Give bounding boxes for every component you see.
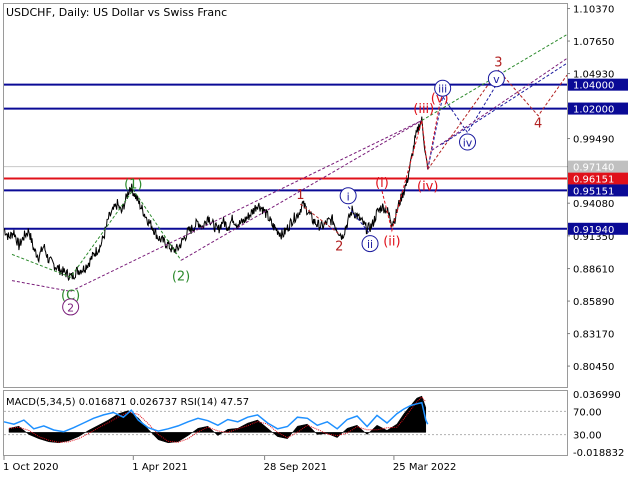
price-series [3,116,429,282]
level-tag-2: 0.96151 [573,174,614,185]
wave-label-ring-14 [459,133,477,151]
time-tick-label-1: 1 Apr 2021 [132,462,187,473]
time-tick-label-2: 28 Sep 2021 [264,462,327,473]
wave-label-ring-15 [487,70,505,88]
price-pane-frame [3,3,568,388]
price-line [3,116,429,282]
price-tick-label-9: 0.85890 [573,297,614,308]
price-tick-label-11: 0.80450 [573,362,614,373]
wave-label-2: (C) [61,288,80,303]
macd-signal-line [8,396,427,443]
level-tag-0: 1.04000 [573,81,614,92]
wave-label-11: (iv) [417,180,438,195]
chart-title: USDCHF, Daily: US Dollar vs Swiss Franc [6,6,227,19]
level-tag-bg-3 [568,184,628,197]
indicator-tick-label-3: -0.018832 [573,448,624,459]
wave-label-9: (ii) [383,235,400,250]
indicator-label: MACD(5,34,5) 0.016871 0.026737 RSI(14) 4… [6,397,249,408]
indicator-tick-label-0: 0.036990 [573,390,621,401]
wave-label-14: iv [463,137,473,150]
level-tag-bg-4 [568,222,628,235]
indicator-plot [3,395,567,444]
wave-label-4: 1 [296,188,304,203]
wave-projection-paths [11,34,568,292]
wave-label-13: iii [438,83,447,96]
wave-label-ring-6 [339,187,357,205]
price-tick-label-2: 1.04930 [573,70,614,81]
wave-labels: (1)(2)(C)212iii(i)(ii)(iii)(iv)(v)iiiivv… [61,55,542,316]
indicator-tick-label-2: 30.00 [573,431,602,442]
time-axis: 1 Oct 2020 1 Apr 2021 28 Sep 2021 25 Mar 20… [3,456,456,473]
wave-path-3 [180,120,423,261]
price-tick-label-6: 0.94080 [573,199,614,210]
wave-path-5 [347,206,371,235]
level-tag-3: 0.95151 [573,186,614,197]
wave-path-4 [300,203,340,235]
wave-label-8: (i) [375,176,389,191]
price-tick-label-8: 0.88610 [573,265,614,276]
level-tag-bg-1 [568,102,628,115]
wave-label-7: ii [367,238,373,251]
wave-label-16: 3 [494,55,502,70]
wave-label-15: v [493,73,500,86]
wave-path-0 [11,188,182,278]
time-tick-label-0: 1 Oct 2020 [3,462,58,473]
level-tag-4: 0.91940 [573,225,614,236]
wave-label-6: i [347,190,350,203]
wave-path-7 [427,84,497,170]
current-price-tag-bg [568,160,628,173]
indicator-pane-frame [3,390,568,456]
level-tag-bg-0 [568,78,628,91]
macd-histogram [8,395,427,444]
wave-label-ring-3 [62,298,80,316]
wave-label-3: 2 [67,301,74,314]
rsi-line [3,401,429,433]
price-tick-label-7: 0.91350 [573,232,614,243]
wave-path-10 [431,57,568,151]
wave-label-ring-13 [434,79,452,97]
time-tick-label-3: 25 Mar 2022 [393,462,456,473]
indicator-tick-label-1: 70.00 [573,407,602,418]
level-tag-bg-2 [568,172,628,185]
wave-path-8 [427,69,568,170]
wave-path-9 [421,34,568,121]
wave-label-ring-7 [361,235,379,253]
wave-label-10: (iii) [413,102,434,117]
price-tick-label-4: 0.99490 [573,135,614,146]
current-price-tag: 0.97140 [573,163,614,174]
support-resistance-levels [4,83,567,230]
wave-label-5: 2 [335,239,343,254]
price-tick-label-1: 1.07650 [573,37,614,48]
wave-label-1: (2) [172,269,190,284]
wave-path-2 [70,120,423,292]
wave-label-17: 4 [534,116,542,131]
indicator-axis: 0.036990 70.00 30.00 -0.018832 [573,390,624,459]
price-tick-label-0: 1.10370 [573,5,614,16]
wave-label-0: (1) [124,177,142,192]
level-tag-1: 1.02000 [573,105,614,116]
price-tick-label-10: 0.83170 [573,330,614,341]
